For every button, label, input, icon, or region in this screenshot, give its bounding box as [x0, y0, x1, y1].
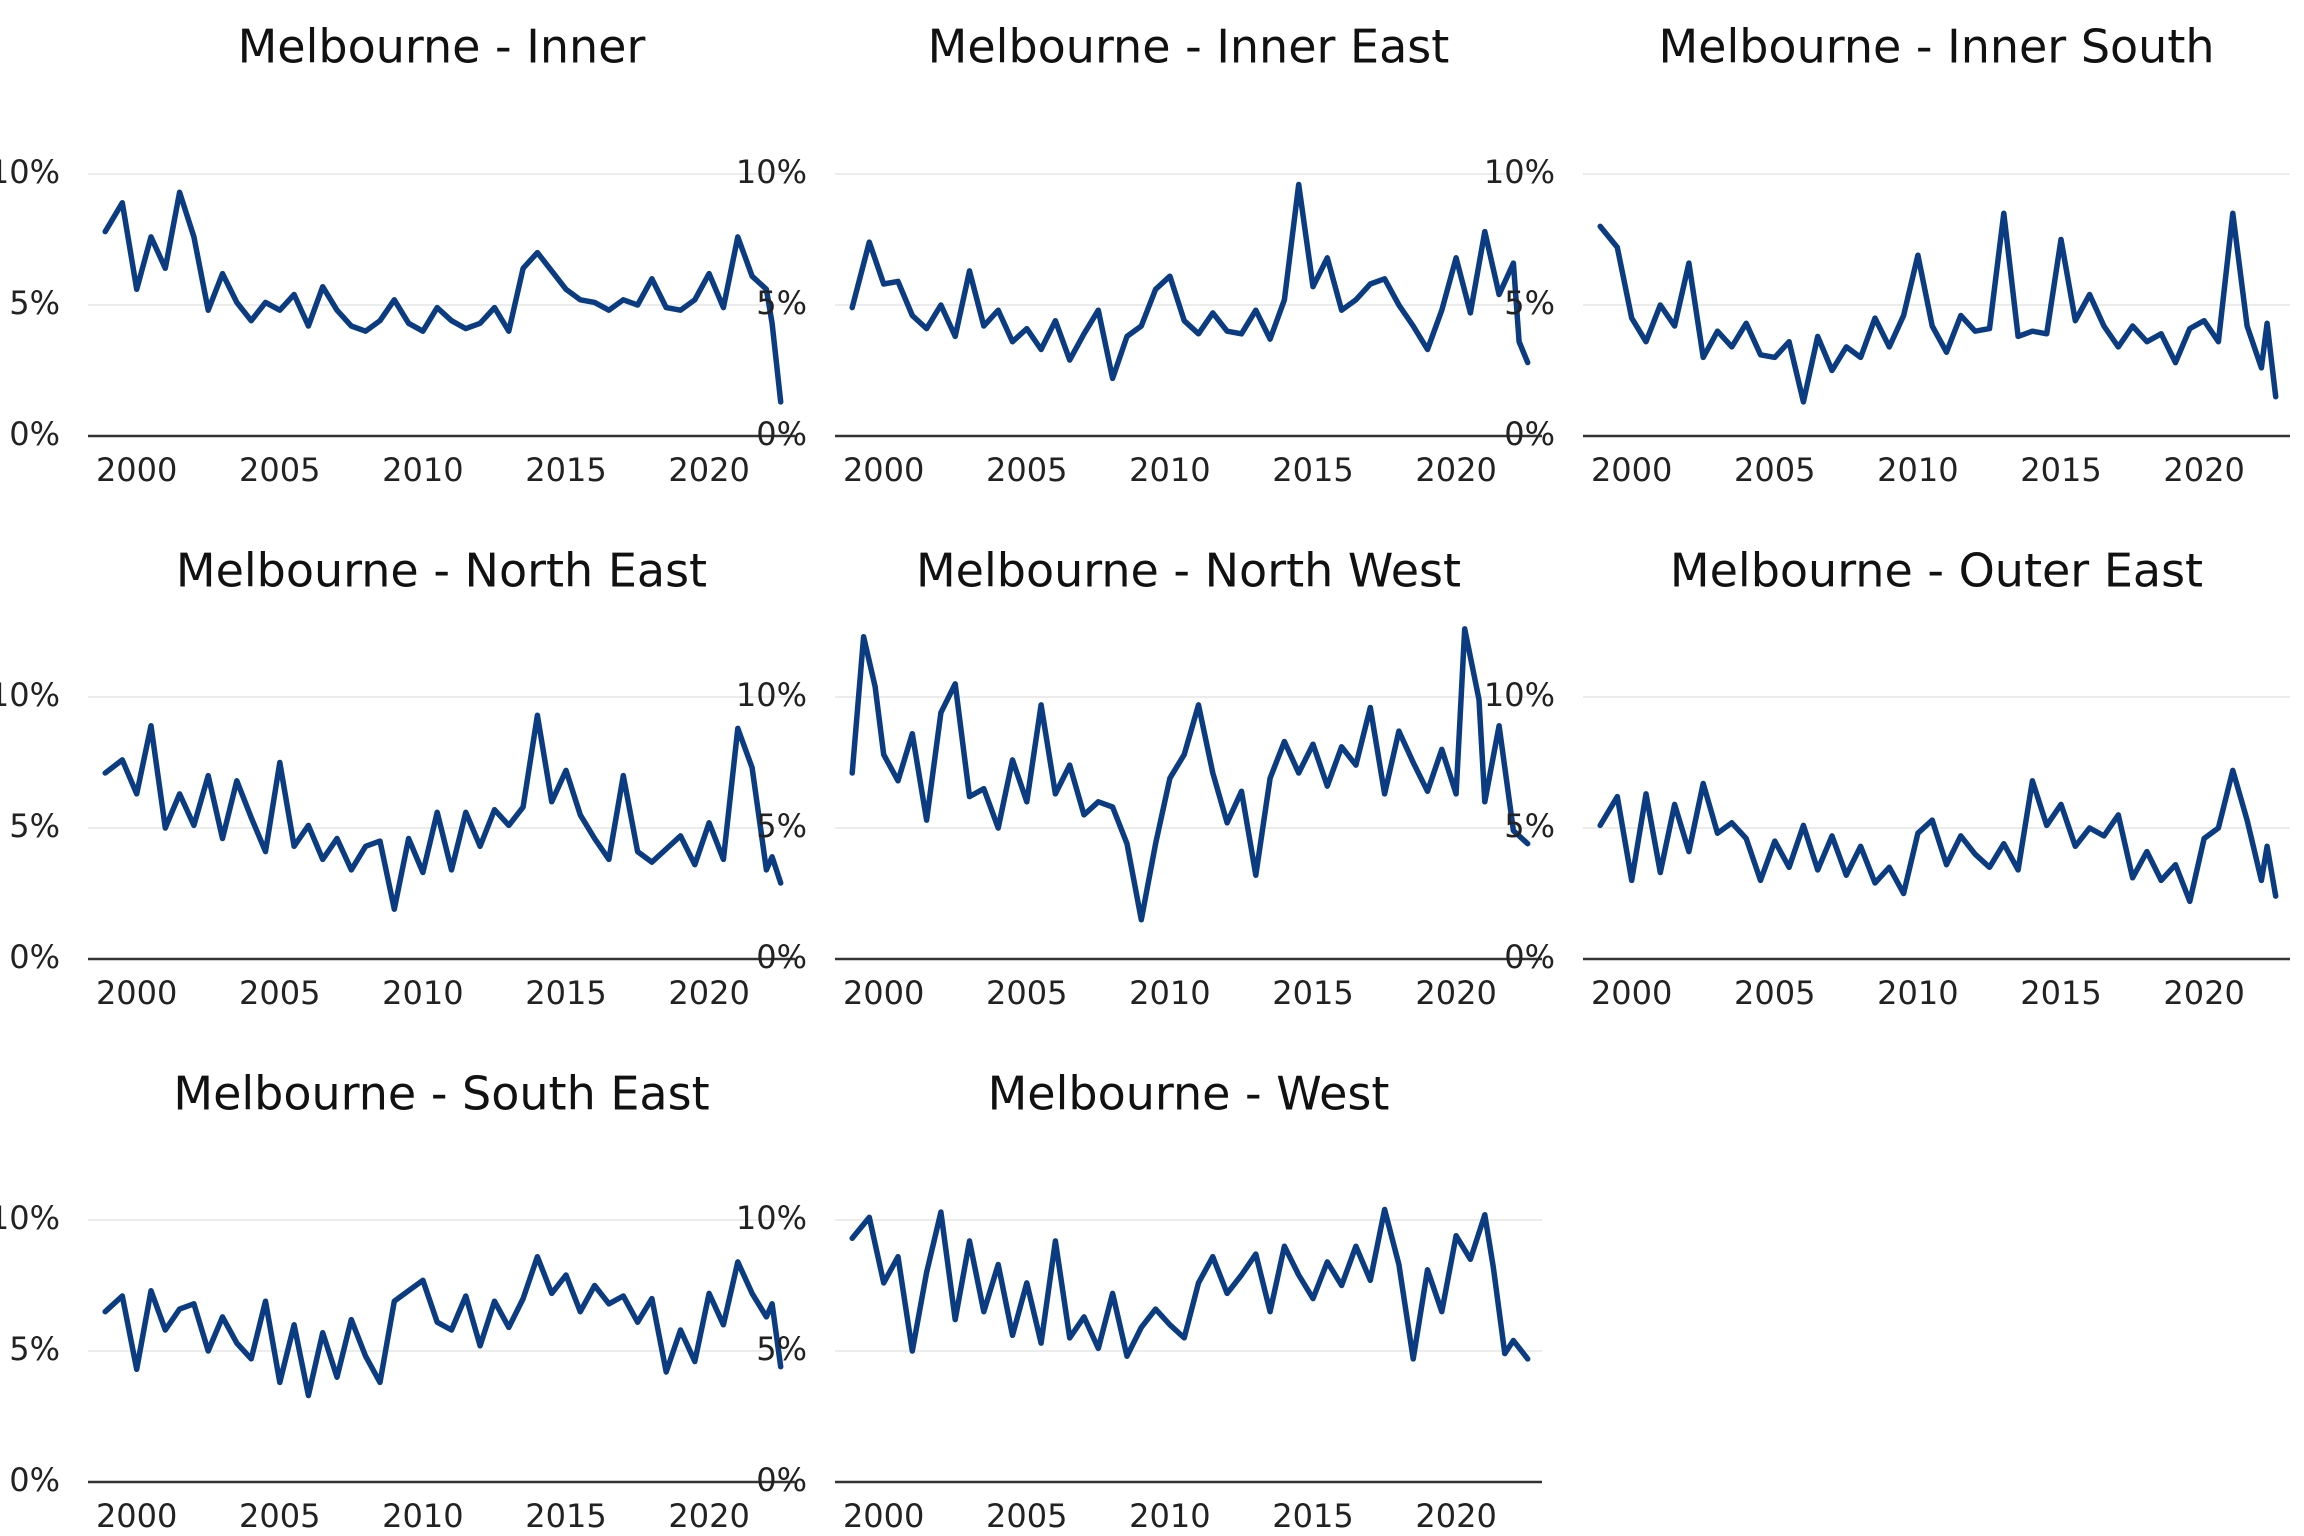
x-tick-label: 2020: [1415, 451, 1496, 489]
x-tick-label: 2015: [1272, 974, 1353, 1012]
x-tick-label: 2005: [986, 974, 1067, 1012]
panel-title: Melbourne - Outer East: [1670, 544, 2203, 598]
panel-4: Melbourne - North East 0% 5% 10% 2000 2005 201…: [0, 544, 795, 1012]
panel-8: Melbourne - West 0% 5% 10% 2000 2005 2010 2015 2…: [736, 1067, 1542, 1535]
panel-title: Melbourne - West: [988, 1067, 1390, 1121]
series-line: [849, 626, 1531, 923]
panel-5: Melbourne - North West 0% 5% 10% 2000 2005 201…: [736, 544, 1542, 1012]
x-tick-label: 2005: [239, 1497, 320, 1535]
panel-6: Melbourne - Outer East 0% 5% 10% 2000 2005 201…: [1484, 544, 2290, 1012]
series-line: [102, 189, 784, 405]
x-tick-label: 2015: [525, 451, 606, 489]
y-tick-label: 10%: [1484, 676, 1555, 714]
x-tick-label: 2020: [2163, 451, 2244, 489]
x-tick-label: 2000: [96, 1497, 177, 1535]
x-tick-label: 2005: [1734, 451, 1815, 489]
x-tick-label: 2005: [239, 974, 320, 1012]
panel-3: Melbourne - Inner South 0% 5% 10% 2000 2005 20…: [1484, 20, 2290, 489]
panel-title: Melbourne - Inner: [238, 20, 646, 74]
y-tick-label: 10%: [736, 676, 807, 714]
y-tick-label: 0%: [9, 415, 60, 453]
y-tick-label: 5%: [9, 807, 60, 845]
y-tick-label: 5%: [1504, 284, 1555, 322]
x-tick-label: 2020: [1415, 974, 1496, 1012]
x-tick-label: 2015: [2020, 974, 2101, 1012]
x-tick-label: 2010: [382, 451, 463, 489]
series-line: [1597, 210, 2279, 405]
y-tick-label: 5%: [1504, 807, 1555, 845]
y-tick-label: 10%: [1484, 153, 1555, 191]
x-tick-label: 2015: [1272, 451, 1353, 489]
x-tick-label: 2010: [1877, 451, 1958, 489]
x-tick-label: 2005: [239, 451, 320, 489]
panel-title: Melbourne - Inner East: [928, 20, 1450, 74]
x-tick-label: 2000: [1591, 974, 1672, 1012]
x-tick-label: 2010: [1129, 974, 1210, 1012]
x-tick-label: 2020: [668, 451, 749, 489]
y-tick-label: 10%: [0, 153, 60, 191]
panel-2: Melbourne - Inner East 0% 5% 10% 2000 2005 201…: [736, 20, 1542, 489]
x-tick-label: 2010: [1129, 1497, 1210, 1535]
y-tick-label: 5%: [756, 1330, 807, 1368]
y-tick-label: 0%: [1504, 938, 1555, 976]
y-tick-label: 5%: [756, 284, 807, 322]
y-tick-label: 0%: [756, 1461, 807, 1499]
x-tick-label: 2000: [843, 1497, 924, 1535]
y-tick-label: 0%: [756, 938, 807, 976]
series-line: [849, 1206, 1531, 1362]
panel-title: Melbourne - North East: [176, 544, 707, 598]
x-tick-label: 2005: [986, 1497, 1067, 1535]
y-tick-label: 10%: [0, 1199, 60, 1237]
y-tick-label: 0%: [1504, 415, 1555, 453]
x-tick-label: 2020: [668, 1497, 749, 1535]
panel-title: Melbourne - Inner South: [1658, 20, 2214, 74]
x-tick-label: 2000: [1591, 451, 1672, 489]
x-tick-label: 2015: [525, 974, 606, 1012]
series-line: [102, 1253, 784, 1399]
x-tick-label: 2010: [382, 1497, 463, 1535]
y-tick-label: 0%: [9, 1461, 60, 1499]
series-line: [849, 181, 1531, 382]
y-tick-label: 10%: [736, 153, 807, 191]
y-tick-label: 10%: [0, 676, 60, 714]
x-tick-label: 2020: [1415, 1497, 1496, 1535]
y-tick-label: 0%: [9, 938, 60, 976]
y-tick-label: 5%: [756, 807, 807, 845]
x-tick-label: 2015: [1272, 1497, 1353, 1535]
panel-title: Melbourne - North West: [916, 544, 1461, 598]
x-tick-label: 2020: [2163, 974, 2244, 1012]
series-line: [102, 712, 784, 912]
x-tick-label: 2000: [843, 451, 924, 489]
x-tick-label: 2005: [1734, 974, 1815, 1012]
y-tick-label: 5%: [9, 1330, 60, 1368]
y-tick-label: 5%: [9, 284, 60, 322]
panel-7: Melbourne - South East 0% 5% 10% 2000 2005 201…: [0, 1067, 795, 1535]
x-tick-label: 2010: [382, 974, 463, 1012]
x-tick-label: 2000: [96, 974, 177, 1012]
series-line: [1597, 767, 2279, 905]
x-tick-label: 2010: [1877, 974, 1958, 1012]
x-tick-label: 2010: [1129, 451, 1210, 489]
x-tick-label: 2015: [525, 1497, 606, 1535]
y-tick-label: 10%: [736, 1199, 807, 1237]
panel-title: Melbourne - South East: [173, 1067, 709, 1121]
y-tick-label: 0%: [756, 415, 807, 453]
x-tick-label: 2015: [2020, 451, 2101, 489]
x-tick-label: 2000: [843, 974, 924, 1012]
panel-1: Melbourne - Inner 0% 5% 10% 2000 2005 2010 2015…: [0, 20, 795, 489]
x-tick-label: 2000: [96, 451, 177, 489]
x-tick-label: 2020: [668, 974, 749, 1012]
x-tick-label: 2005: [986, 451, 1067, 489]
